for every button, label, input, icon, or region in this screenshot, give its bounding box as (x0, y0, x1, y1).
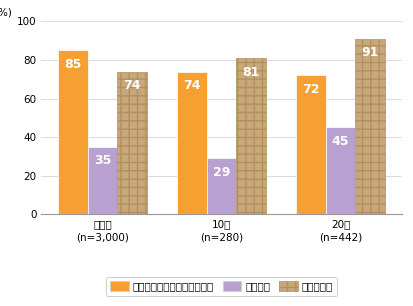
Bar (58, 50, 87, 214)
Bar (87, 147, 117, 214)
Bar (236, 58, 266, 214)
Text: 72: 72 (301, 83, 319, 96)
Text: 74: 74 (183, 79, 200, 92)
Bar (206, 158, 236, 214)
Legend: テレビ（リアルタイム）視聴, 並行利用, ネット利用: テレビ（リアルタイム）視聴, 並行利用, ネット利用 (106, 277, 336, 296)
Text: 35: 35 (93, 155, 111, 167)
Text: 29: 29 (212, 166, 230, 179)
Bar (176, 72, 206, 214)
Text: 74: 74 (123, 79, 140, 92)
Text: (%): (%) (0, 8, 12, 17)
Text: 85: 85 (64, 58, 81, 71)
Text: 45: 45 (331, 135, 349, 148)
Bar (325, 127, 355, 214)
Bar (117, 72, 147, 214)
Bar (355, 39, 384, 214)
Text: 81: 81 (242, 66, 259, 79)
Bar (295, 75, 325, 214)
Text: 91: 91 (361, 47, 378, 59)
